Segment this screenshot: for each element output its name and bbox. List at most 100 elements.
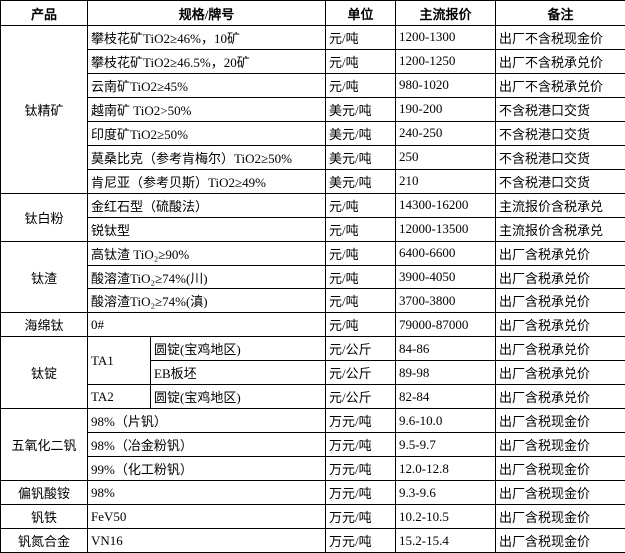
spec-cell: EB板坯	[150, 360, 326, 386]
spec-cell: 98%	[87, 480, 326, 506]
price-cell: 12.0-12.8	[395, 456, 496, 482]
unit-cell: 元/公斤	[325, 384, 396, 410]
product-cell: 钛精矿	[0, 25, 88, 194]
note-cell: 主流报价含税承兑	[495, 192, 625, 218]
spec-cell: 金红石型（硫酸法）	[87, 192, 326, 218]
price-cell: 9.6-10.0	[395, 408, 496, 434]
note-cell: 出厂含税现金价	[495, 504, 625, 530]
price-cell: 6400-6600	[395, 240, 496, 266]
product-cell: 钒铁	[0, 504, 88, 530]
unit-cell: 万元/吨	[325, 480, 396, 506]
product-cell: 钛锭	[0, 336, 88, 410]
product-cell: 海绵钛	[0, 312, 88, 338]
note-cell: 出厂含税现金价	[495, 480, 625, 506]
price-cell: 89-98	[395, 360, 496, 386]
spec-cell: 98%（冶金粉钒）	[87, 432, 326, 458]
table-row: 酸溶渣TiO₂≥74%(滇) 元/吨 3700-3800 出厂含税承兑价	[1, 288, 625, 314]
spec-cell: 越南矿 TiO2>50%	[87, 96, 326, 122]
spec-cell: 酸溶渣TiO₂≥74%(滇)	[87, 288, 326, 314]
spec-cell: 0#	[87, 312, 326, 338]
header-cell: 主流报价	[395, 0, 496, 26]
grade-cell: TA1	[87, 336, 151, 386]
unit-cell: 元/吨	[325, 72, 396, 98]
table-row: 钒氮合金 VN16 万元/吨 15.2-15.4 出厂含税现金价	[0, 528, 625, 553]
table-row: 钛渣 高钛渣 TiO₂≥90% 元/吨 6400-6600 出厂含税承兑价	[0, 240, 625, 314]
price-cell: 14300-16200	[395, 192, 496, 218]
note-cell: 出厂含税现金价	[495, 456, 625, 482]
grade-cell: TA2	[87, 384, 151, 410]
note-cell: 主流报价含税承兑	[495, 216, 625, 242]
spec-cell: FeV50	[87, 504, 326, 530]
note-cell: 不含税港口交货	[495, 168, 625, 194]
spec-cell: 酸溶渣TiO₂≥74%(川)	[87, 264, 326, 290]
unit-cell: 元/吨	[325, 264, 396, 290]
table-row: 99%（化工粉钒） 万元/吨 12.0-12.8 出厂含税现金价	[1, 456, 625, 482]
unit-cell: 元/吨	[325, 48, 396, 74]
price-cell: 79000-87000	[395, 312, 496, 338]
table-row: 肯尼亚（参考贝斯）TiO2≥49% 美元/吨 210 不含税港口交货	[1, 168, 625, 194]
note-cell: 出厂含税承兑价	[495, 264, 625, 290]
spec-cell: 圆锭(宝鸡地区)	[150, 384, 326, 410]
product-cell: 钛白粉	[0, 192, 88, 242]
product-cell: 钒氮合金	[0, 528, 88, 553]
note-cell: 出厂不含税承兑价	[495, 48, 625, 74]
table-row: 云南矿TiO2≥45% 元/吨 980-1020 出厂不含税承兑价	[1, 72, 625, 98]
table-row: 锐钛型 元/吨 12000-13500 主流报价含税承兑	[1, 216, 625, 242]
price-cell: 84-86	[395, 336, 496, 362]
note-cell: 出厂含税承兑价	[495, 360, 625, 386]
note-cell: 出厂含税现金价	[495, 432, 625, 458]
unit-cell: 美元/吨	[325, 144, 396, 170]
unit-cell: 元/吨	[325, 312, 396, 338]
price-cell: 3900-4050	[395, 264, 496, 290]
header-cell: 单位	[325, 0, 396, 26]
note-cell: 出厂含税承兑价	[495, 336, 625, 362]
header-cell: 备注	[495, 0, 625, 26]
price-cell: 15.2-15.4	[395, 528, 496, 553]
table-row: 莫桑比克（参考肯梅尔）TiO2≥50% 美元/吨 250 不含税港口交货	[1, 144, 625, 170]
unit-cell: 元/吨	[325, 216, 396, 242]
price-cell: 240-250	[395, 120, 496, 146]
spec-cell: 98%（片钒）	[87, 408, 326, 434]
unit-cell: 万元/吨	[325, 528, 396, 553]
price-cell: 3700-3800	[395, 288, 496, 314]
table-row: 钒铁 FeV50 万元/吨 10.2-10.5 出厂含税现金价	[0, 504, 625, 530]
note-cell: 出厂含税承兑价	[495, 240, 625, 266]
price-cell: 9.5-9.7	[395, 432, 496, 458]
unit-cell: 万元/吨	[325, 432, 396, 458]
unit-cell: 元/吨	[325, 240, 396, 266]
note-cell: 不含税港口交货	[495, 144, 625, 170]
spec-cell: VN16	[87, 528, 326, 553]
table-row: 钛精矿 攀枝花矿TiO2≥46%，10矿 元/吨 1200-1300 出厂不含税现金价	[0, 25, 625, 194]
table-row: 钛白粉 金红石型（硫酸法） 元/吨 14300-16200 主流报价含税承兑	[0, 192, 625, 242]
product-cell: 钛渣	[0, 240, 88, 314]
product-cell: 五氧化二钒	[0, 408, 88, 482]
unit-cell: 美元/吨	[325, 96, 396, 122]
table-row: EB板坯 元/公斤 89-98 出厂含税承兑价	[1, 360, 625, 386]
note-cell: 出厂含税承兑价	[495, 288, 625, 314]
spec-cell: 锐钛型	[87, 216, 326, 242]
unit-cell: 元/公斤	[325, 360, 396, 386]
spec-cell: 高钛渣 TiO₂≥90%	[87, 240, 326, 266]
price-cell: 250	[395, 144, 496, 170]
table-row: 印度矿TiO2≥50% 美元/吨 240-250 不含税港口交货	[1, 120, 625, 146]
spec-cell: 攀枝花矿TiO2≥46.5%，20矿	[87, 48, 326, 74]
note-cell: 出厂含税承兑价	[495, 384, 625, 410]
spec-cell: 云南矿TiO2≥45%	[87, 72, 326, 98]
header-cell: 规格/牌号	[87, 0, 326, 26]
table-row: TA2 圆锭(宝鸡地区) 元/公斤 82-84 出厂含税承兑价	[1, 384, 625, 410]
price-cell: 1200-1300	[395, 25, 496, 50]
unit-cell: 元/公斤	[325, 336, 396, 362]
note-cell: 出厂不含税承兑价	[495, 72, 625, 98]
table-row: 98%（冶金粉钒） 万元/吨 9.5-9.7 出厂含税现金价	[1, 432, 625, 458]
unit-cell: 万元/吨	[325, 456, 396, 482]
unit-cell: 元/吨	[325, 288, 396, 314]
table-row: 攀枝花矿TiO2≥46.5%，20矿 元/吨 1200-1250 出厂不含税承兑价	[1, 48, 625, 74]
price-cell: 9.3-9.6	[395, 480, 496, 506]
note-cell: 不含税港口交货	[495, 120, 625, 146]
table-row: 五氧化二钒 98%（片钒） 万元/吨 9.6-10.0 出厂含税现金价	[0, 408, 625, 482]
note-cell: 出厂含税承兑价	[495, 312, 625, 338]
note-cell: 出厂不含税现金价	[495, 25, 625, 50]
spec-cell: 莫桑比克（参考肯梅尔）TiO2≥50%	[87, 144, 326, 170]
